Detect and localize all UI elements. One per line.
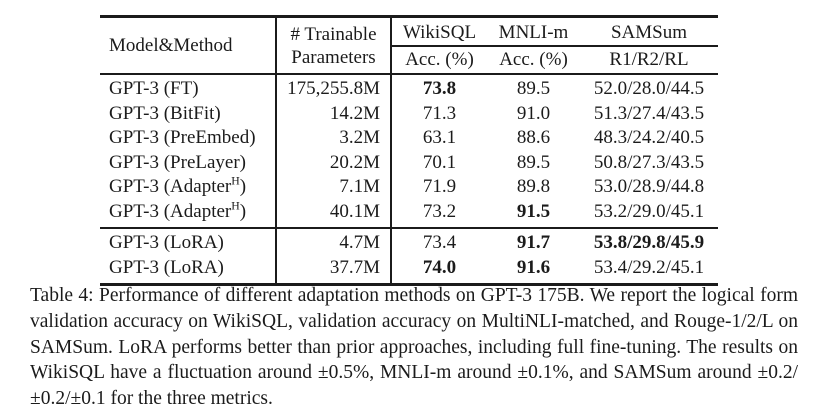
- model-label-suffix: ): [239, 176, 247, 197]
- cell-model: GPT-3 (AdapterH): [100, 199, 277, 228]
- cell-model: GPT-3 (LoRA): [100, 228, 277, 256]
- table-header: Model&Method # Trainable Parameters Wiki…: [100, 16, 718, 74]
- model-label: GPT-3 (LoRA): [109, 232, 224, 253]
- cell-mnli: 91.7: [516, 232, 551, 253]
- model-label: GPT-3 (BitFit): [109, 102, 221, 124]
- header-trainable-line1: # Trainable: [290, 24, 377, 45]
- cell-params: 7.1M: [276, 175, 392, 200]
- cell-samsum: 52.0/28.0/44.5: [593, 78, 705, 99]
- model-label: GPT-3 (Adapter: [109, 200, 232, 222]
- model-label: GPT-3 (LoRA): [109, 256, 224, 278]
- cell-params: 4.7M: [276, 228, 392, 256]
- header-wikisql: WikiSQL: [391, 16, 487, 47]
- table-body-lora: GPT-3 (LoRA) 4.7M 73.4 91.7 53.8/29.8/45…: [100, 228, 718, 285]
- model-label-suffix: ): [239, 200, 247, 222]
- model-label: GPT-3 (PreLayer): [109, 151, 247, 173]
- cell-params: 14.2M: [276, 101, 392, 126]
- table-row: GPT-3 (AdapterH) 40.1M 73.2 91.5 53.2/29…: [100, 199, 718, 228]
- cell-params: 175,255.8M: [276, 74, 392, 102]
- cell-wikisql: 73.4: [422, 232, 457, 253]
- header-samsum-metric: R1/R2/RL: [609, 49, 689, 70]
- cell-samsum: 53.4/29.2/45.1: [593, 256, 705, 278]
- header-wikisql-metric: Acc. (%): [405, 49, 474, 70]
- table-row: GPT-3 (PreEmbed) 3.2M 63.1 88.6 48.3/24.…: [100, 126, 718, 151]
- cell-mnli: 89.8: [516, 176, 551, 197]
- cell-params: 40.1M: [276, 199, 392, 228]
- cell-wikisql: 73.8: [422, 78, 457, 99]
- table-row: GPT-3 (PreLayer) 20.2M 70.1 89.5 50.8/27…: [100, 150, 718, 175]
- cell-wikisql: 71.9: [422, 176, 457, 197]
- table-row: GPT-3 (FT) 175,255.8M 73.8 89.5 52.0/28.…: [100, 74, 718, 102]
- header-model-method: Model&Method: [100, 16, 277, 74]
- cell-mnli: 91.6: [516, 256, 551, 278]
- cell-mnli: 89.5: [516, 78, 551, 99]
- cell-model: GPT-3 (BitFit): [100, 101, 277, 126]
- table-body-baselines: GPT-3 (FT) 175,255.8M 73.8 89.5 52.0/28.…: [100, 74, 718, 228]
- cell-model: GPT-3 (PreEmbed): [100, 126, 277, 151]
- header-samsum: SAMSum: [580, 16, 718, 47]
- table-row: GPT-3 (LoRA) 4.7M 73.4 91.7 53.8/29.8/45…: [100, 228, 718, 256]
- header-parameters-line2: Parameters: [291, 47, 376, 68]
- cell-model: GPT-3 (AdapterH): [100, 174, 277, 200]
- cell-params: 20.2M: [276, 150, 392, 175]
- cell-samsum: 51.3/27.4/43.5: [593, 102, 705, 124]
- table-row: GPT-3 (AdapterH) 7.1M 71.9 89.8 53.0/28.…: [100, 175, 718, 200]
- cell-model: GPT-3 (PreLayer): [100, 150, 277, 175]
- cell-samsum: 48.3/24.2/40.5: [593, 127, 705, 148]
- cell-samsum: 50.8/27.3/43.5: [593, 151, 705, 173]
- model-label: GPT-3 (Adapter: [109, 176, 232, 197]
- cell-model: GPT-3 (LoRA): [100, 255, 277, 285]
- cell-samsum: 53.0/28.9/44.8: [593, 176, 705, 197]
- results-table-wrapper: Model&Method # Trainable Parameters Wiki…: [100, 15, 718, 286]
- cell-wikisql: 74.0: [422, 256, 457, 278]
- cell-samsum: 53.8/29.8/45.9: [593, 232, 705, 253]
- cell-wikisql: 70.1: [422, 151, 457, 173]
- cell-wikisql: 73.2: [422, 200, 457, 222]
- model-label: GPT-3 (PreEmbed): [109, 127, 256, 148]
- results-table: Model&Method # Trainable Parameters Wiki…: [100, 15, 718, 286]
- table-row: GPT-3 (BitFit) 14.2M 71.3 91.0 51.3/27.4…: [100, 101, 718, 126]
- header-row-metrics: Acc. (%) Acc. (%) R1/R2/RL: [100, 46, 718, 74]
- table-caption: Table 4: Performance of different adapta…: [30, 285, 798, 410]
- cell-params: 3.2M: [276, 126, 392, 151]
- model-label: GPT-3 (FT): [109, 78, 199, 99]
- cell-samsum: 53.2/29.0/45.1: [593, 200, 705, 222]
- model-superscript: H: [231, 174, 240, 188]
- header-trainable-parameters: # Trainable Parameters: [276, 16, 392, 74]
- header-row-tasks: Model&Method # Trainable Parameters Wiki…: [100, 16, 718, 74]
- cell-model: GPT-3 (FT): [100, 74, 277, 102]
- cell-params: 37.7M: [276, 255, 392, 285]
- model-superscript: H: [231, 199, 240, 213]
- cell-mnli: 88.6: [516, 127, 551, 148]
- table-row: GPT-3 (LoRA) 37.7M 74.0 91.6 53.4/29.2/4…: [100, 255, 718, 285]
- cell-mnli: 89.5: [516, 151, 551, 173]
- cell-wikisql: 71.3: [422, 102, 457, 124]
- cell-wikisql: 63.1: [422, 127, 457, 148]
- cell-mnli: 91.5: [516, 200, 551, 222]
- header-mnli-metric: Acc. (%): [499, 49, 568, 70]
- header-mnli-m: MNLI-m: [487, 16, 580, 47]
- cell-mnli: 91.0: [516, 102, 551, 124]
